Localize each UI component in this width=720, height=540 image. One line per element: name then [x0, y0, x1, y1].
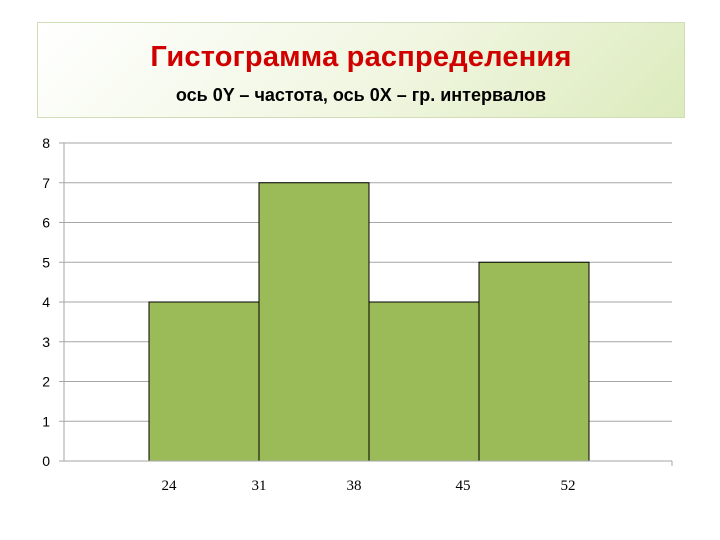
x-tick-label: 24	[162, 478, 178, 494]
chart-title: Гистограмма распределения	[150, 41, 572, 73]
x-tick-label: 52	[561, 478, 576, 494]
x-tick-label: 38	[347, 478, 362, 494]
y-tick-label: 5	[42, 254, 50, 270]
x-tick-label: 31	[252, 478, 267, 494]
chart-subtitle: ось 0Y – частота, ось 0X – гр. интервало…	[175, 85, 547, 105]
y-tick-label: 0	[42, 453, 50, 469]
histogram-bar	[478, 261, 590, 462]
y-tick-label: 1	[42, 413, 50, 429]
histogram-bar	[258, 182, 370, 462]
x-tick-label: 45	[456, 478, 471, 494]
histogram-bar	[148, 301, 260, 462]
y-tick-label: 2	[42, 374, 50, 390]
y-tick-label: 8	[42, 135, 50, 151]
y-tick-label: 4	[42, 294, 50, 310]
histogram-bar	[368, 301, 480, 462]
chart-title-box: Гистограмма распределения ось 0Y – часто…	[37, 22, 685, 118]
y-tick-label: 7	[42, 175, 50, 191]
y-tick-label: 3	[42, 334, 50, 350]
y-tick-label: 6	[42, 215, 50, 231]
